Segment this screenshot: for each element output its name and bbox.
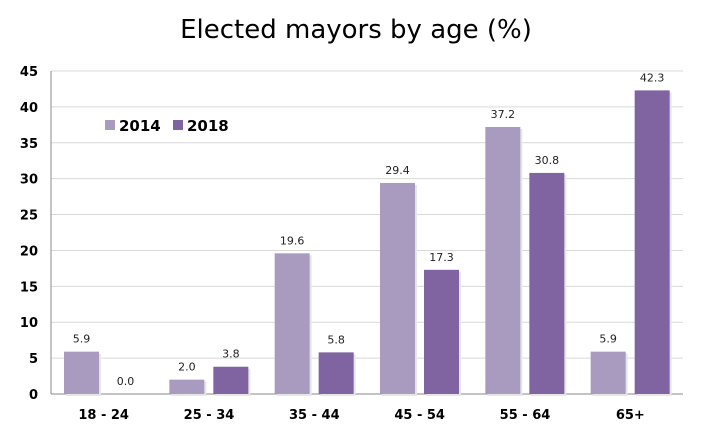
bar-2018-35-44 — [318, 352, 354, 394]
bar-2014-35-44 — [274, 253, 310, 394]
y-tick-label: 25 — [20, 209, 38, 224]
y-tick-label: 30 — [20, 173, 38, 188]
x-tick-label: 18 - 24 — [78, 408, 129, 423]
legend-label-2014: 2014 — [119, 117, 161, 135]
bar-2014-25-34 — [169, 379, 205, 394]
chart-title: Elected mayors by age (%) — [180, 15, 532, 45]
y-tick-label: 10 — [20, 316, 38, 331]
x-tick-label: 45 - 54 — [394, 408, 445, 423]
y-tick-label: 40 — [20, 101, 38, 116]
x-tick-label: 25 - 34 — [184, 408, 235, 423]
y-tick-label: 35 — [20, 137, 38, 152]
data-label: 5.9 — [73, 333, 91, 346]
data-label: 42.3 — [640, 71, 665, 84]
x-tick-label: 65+ — [616, 408, 645, 423]
x-tick-label: 35 - 44 — [289, 408, 340, 423]
y-tick-label: 20 — [20, 244, 38, 259]
data-label: 30.8 — [535, 154, 560, 167]
legend-swatch-2014 — [105, 120, 115, 130]
bar-2018-65+ — [634, 90, 670, 394]
data-label: 19.6 — [280, 234, 305, 247]
legend-swatch-2018 — [173, 120, 183, 130]
legend-label-2018: 2018 — [187, 117, 229, 135]
data-label: 5.9 — [599, 333, 617, 346]
bar-2018-55-64 — [529, 172, 565, 394]
y-tick-label: 15 — [20, 280, 38, 295]
data-label: 3.8 — [222, 348, 240, 361]
y-tick-label: 0 — [29, 388, 38, 403]
bar-2018-45-54 — [424, 269, 459, 394]
x-tick-label: 55 - 64 — [500, 408, 551, 423]
data-label: 17.3 — [429, 251, 454, 264]
data-label: 29.4 — [385, 164, 410, 177]
bar-2014-18-24 — [64, 351, 99, 394]
bar-2018-25-34 — [213, 366, 249, 394]
data-label: 0.0 — [117, 375, 135, 388]
data-label: 37.2 — [491, 108, 516, 121]
bar-2014-55-64 — [485, 126, 521, 394]
data-label: 5.8 — [327, 333, 345, 346]
data-label: 2.0 — [178, 361, 196, 374]
bar-2014-65+ — [590, 351, 626, 394]
y-tick-label: 5 — [29, 352, 38, 367]
y-tick-label: 45 — [20, 65, 38, 80]
bar-2014-45-54 — [380, 182, 415, 394]
